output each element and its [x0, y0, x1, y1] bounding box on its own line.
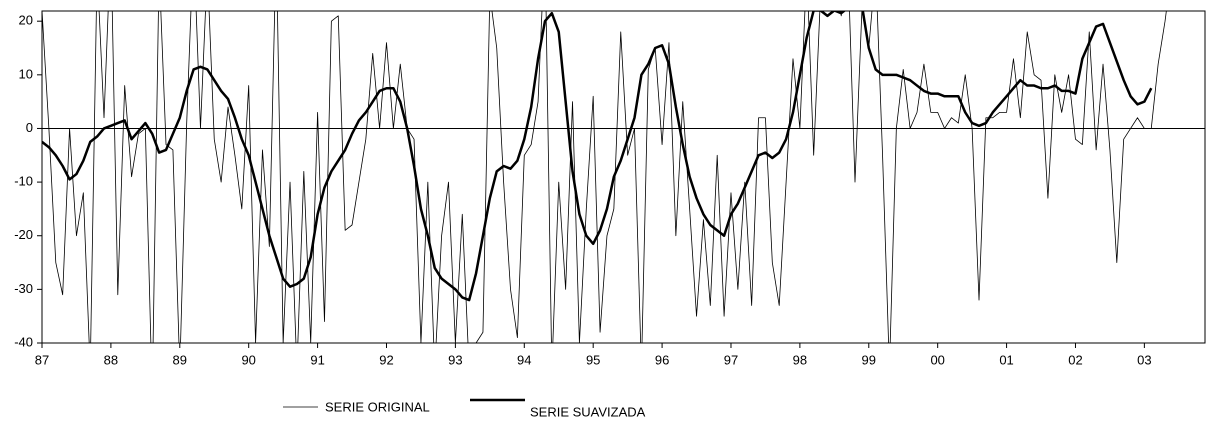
- x-tick-label: 96: [655, 352, 669, 367]
- plot-frame: [41, 10, 1206, 344]
- x-tick-label: 91: [310, 352, 324, 367]
- legend-label: SERIE SUAVIZADA: [530, 404, 646, 419]
- x-tick-label: 01: [999, 352, 1013, 367]
- x-tick-label: 98: [793, 352, 807, 367]
- x-tick-label: 88: [104, 352, 118, 367]
- x-tick-label: 87: [35, 352, 49, 367]
- series-line: [42, 11, 1153, 302]
- x-tick-label: 90: [241, 352, 255, 367]
- x-tick-label: 95: [586, 352, 600, 367]
- x-tick-label: 89: [173, 352, 187, 367]
- x-tick-label: 93: [448, 352, 462, 367]
- series-line: [42, 11, 1167, 343]
- y-tick-label: -10: [14, 174, 33, 189]
- x-tick-label: 03: [1137, 352, 1151, 367]
- legend: SERIE ORIGINAL SERIE SUAVIZADA: [283, 398, 646, 419]
- y-tick-label: 10: [19, 66, 33, 81]
- x-tick-label: 94: [517, 352, 531, 367]
- x-tick-label: 97: [724, 352, 738, 367]
- y-tick-label: 0: [26, 120, 33, 135]
- x-tick-label: 02: [1068, 352, 1082, 367]
- x-tick-label: 00: [930, 352, 944, 367]
- legend-label: SERIE ORIGINAL: [325, 399, 430, 414]
- y-tick-label: -30: [14, 281, 33, 296]
- x-tick-label: 92: [379, 352, 393, 367]
- x-tick-label: 99: [862, 352, 876, 367]
- y-tick-label: -40: [14, 334, 33, 349]
- y-tick-label: -20: [14, 227, 33, 242]
- y-tick-label: 20: [19, 13, 33, 28]
